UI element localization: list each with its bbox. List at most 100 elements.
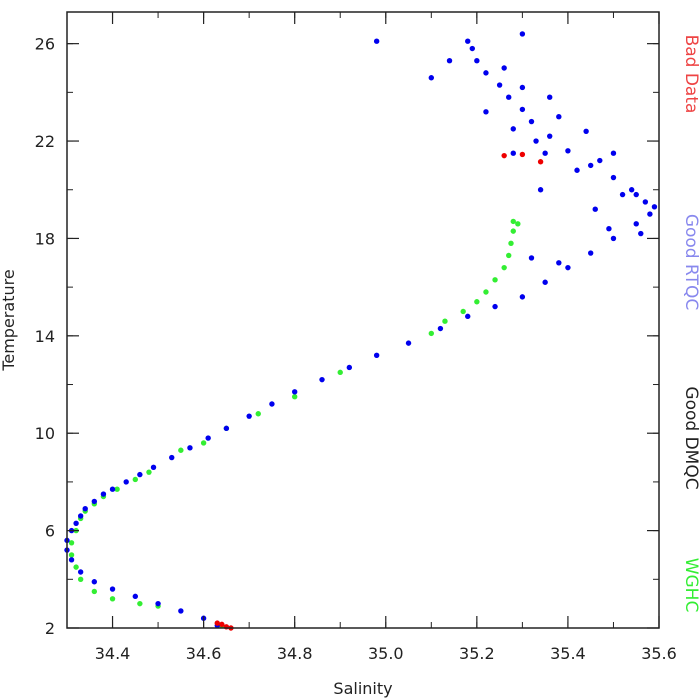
data-point: [501, 264, 507, 271]
data-point: [519, 84, 526, 91]
x-tick-label: 34.8: [277, 644, 313, 663]
data-point: [587, 250, 594, 256]
data-point: [619, 191, 626, 198]
data-point: [132, 593, 139, 600]
data-point: [651, 204, 658, 210]
y-tick-label: 18: [35, 229, 55, 248]
plot-frame: [66, 11, 660, 629]
data-point: [510, 150, 516, 156]
data-point: [442, 318, 448, 324]
data-point: [446, 57, 453, 64]
data-point: [633, 221, 639, 227]
data-point: [346, 364, 353, 371]
y-axis-title: Temperature: [0, 269, 18, 371]
data-point: [223, 425, 230, 432]
data-point: [82, 505, 88, 512]
data-point: [123, 479, 129, 485]
data-point: [638, 230, 644, 237]
data-point: [474, 299, 480, 305]
data-point: [533, 138, 539, 144]
data-point: [100, 491, 107, 497]
data-point: [565, 264, 571, 271]
data-point: [155, 600, 161, 607]
data-point: [291, 389, 298, 395]
data-point: [547, 94, 553, 100]
data-point: [565, 148, 571, 154]
data-point: [508, 240, 514, 247]
y-tick-label: 10: [35, 424, 55, 443]
data-point: [178, 608, 184, 614]
x-axis: 34.4 34.6 34.8 35.0 35.2 35.4 35.6: [66, 12, 677, 663]
x-tick-label: 35.4: [550, 644, 586, 663]
data-point: [528, 255, 535, 261]
x-tick-label: 35.2: [459, 644, 495, 663]
data-points: [64, 31, 658, 631]
data-point: [647, 211, 653, 217]
data-point: [474, 57, 480, 64]
data-point: [610, 235, 617, 242]
data-point: [469, 45, 475, 52]
data-point: [373, 352, 380, 359]
data-point: [77, 576, 84, 583]
data-point: [137, 600, 143, 607]
data-point: [460, 308, 466, 315]
data-point: [610, 150, 617, 156]
data-point: [492, 277, 498, 283]
data-point: [537, 159, 544, 165]
y-tick-label: 26: [35, 35, 55, 54]
data-point: [77, 513, 84, 519]
data-point: [91, 588, 98, 595]
x-tick-label: 35.0: [368, 644, 404, 663]
data-point: [506, 252, 512, 259]
data-point: [214, 620, 220, 626]
data-point: [574, 167, 580, 173]
data-point: [606, 225, 612, 232]
data-point: [519, 294, 526, 300]
data-point: [633, 191, 639, 198]
data-point: [496, 82, 503, 88]
legend-item: Good RTQC: [681, 214, 700, 310]
data-point: [68, 552, 75, 558]
data-point: [150, 464, 157, 471]
data-point: [132, 476, 139, 483]
data-point: [91, 579, 98, 585]
data-point: [269, 401, 275, 407]
data-point: [537, 187, 544, 193]
data-point: [169, 454, 175, 461]
legend-item: WGHC: [681, 558, 700, 613]
data-point: [492, 303, 498, 310]
data-point: [501, 65, 507, 71]
data-point: [68, 540, 75, 546]
data-point: [528, 118, 535, 125]
data-point: [178, 447, 184, 453]
data-point: [506, 94, 512, 100]
data-point: [501, 152, 507, 159]
data-point: [556, 113, 562, 120]
data-point: [519, 31, 526, 37]
data-point: [510, 228, 516, 234]
data-point: [510, 218, 516, 225]
y-tick-label: 14: [35, 327, 55, 346]
data-point: [542, 279, 548, 285]
data-point: [610, 174, 617, 181]
y-tick-label: 2: [45, 619, 55, 638]
data-point: [109, 486, 116, 492]
data-point: [628, 187, 635, 193]
data-point: [405, 340, 412, 346]
data-point: [465, 313, 471, 320]
data-point: [219, 621, 225, 628]
data-point: [592, 206, 598, 212]
data-point: [483, 289, 489, 295]
data-point: [255, 411, 261, 417]
legend: Bad Data Good RTQC Good DMQC WGHC: [681, 35, 700, 613]
data-point: [483, 109, 489, 115]
data-point: [146, 469, 152, 475]
data-point: [137, 471, 143, 478]
data-point: [519, 106, 526, 113]
data-point: [483, 70, 489, 76]
data-point: [114, 486, 120, 492]
data-point: [587, 162, 594, 169]
x-tick-label: 34.4: [95, 644, 131, 663]
legend-item: Good DMQC: [681, 386, 700, 489]
